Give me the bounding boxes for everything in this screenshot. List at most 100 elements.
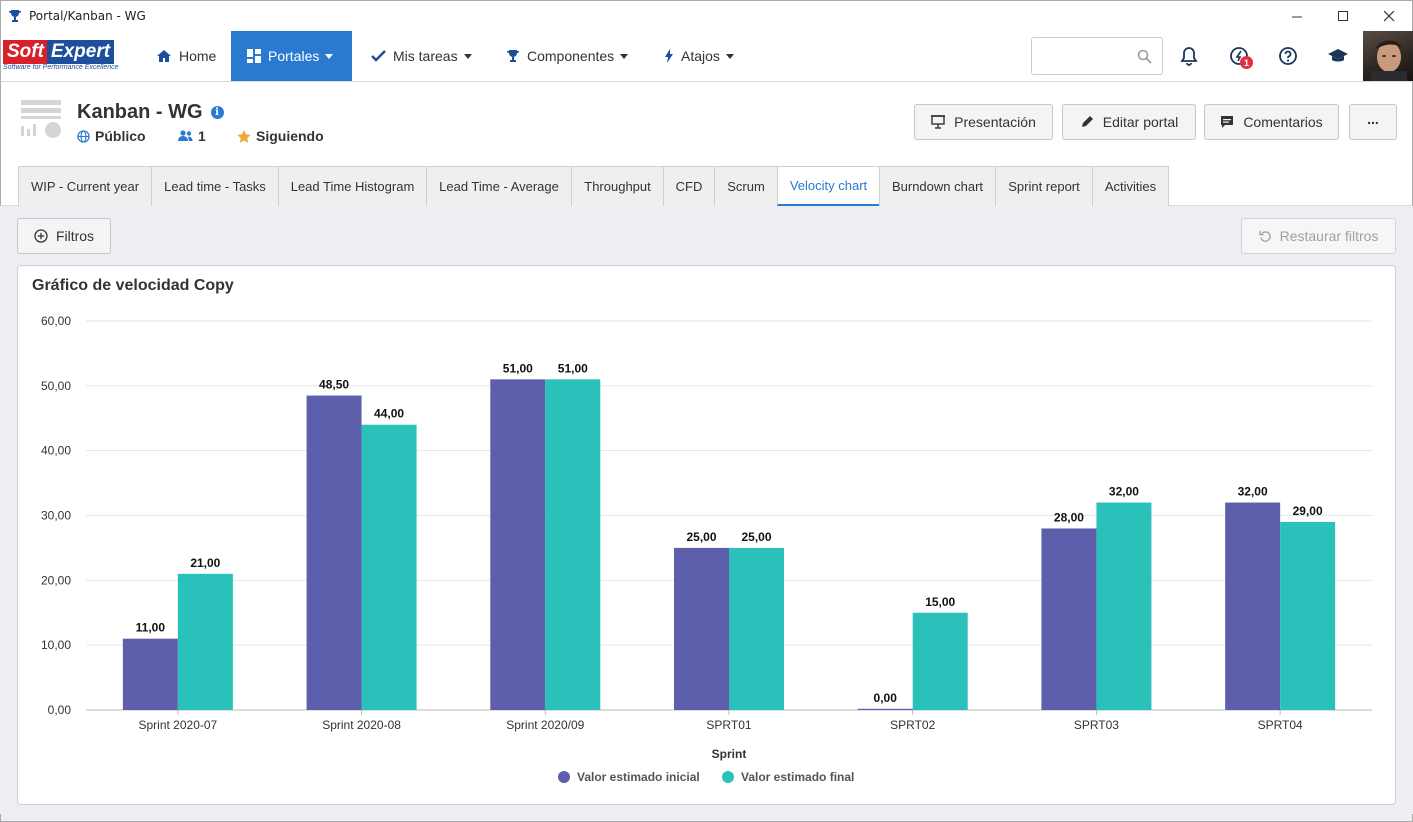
portal-header: Kanban - WG i Público 1 Siguiendo Presen… [0,82,1413,206]
tab-lead-time-histogram[interactable]: Lead Time Histogram [278,166,427,206]
pencil-icon [1080,115,1094,129]
x-tick-label: SPRT02 [890,718,935,732]
top-navigation-bar: Soft Expert Software for Performance Exc… [0,31,1413,82]
nav-item-portales[interactable]: Portales [231,31,352,81]
bar [1041,528,1097,710]
follow-status[interactable]: Siguiendo [237,128,324,144]
presentation-icon [931,115,946,129]
tab-label: Lead Time - Average [439,179,559,194]
plus-circle-icon [34,229,48,243]
presentation-button[interactable]: Presentación [914,104,1053,140]
search-icon [1137,49,1152,69]
data-label: 21,00 [190,556,220,570]
x-tick-label: Sprint 2020-07 [138,718,217,732]
tab-label: Activities [1104,179,1157,194]
bell-icon [1180,47,1198,66]
logo-text-soft: Soft [3,40,47,64]
undo-icon [1258,230,1272,243]
tab-activities[interactable]: Activities [1092,166,1169,206]
data-label: 25,00 [686,530,716,544]
tab-lead-time-average[interactable]: Lead Time - Average [426,166,572,206]
minimize-button[interactable] [1274,1,1320,32]
follow-status-label: Siguiendo [256,128,324,144]
tab-burndown-chart[interactable]: Burndown chart [879,166,996,206]
restore-filters-button[interactable]: Restaurar filtros [1241,218,1396,254]
velocity-chart-card: Gráfico de velocidad Copy 0,00 10,00 20,00… [17,265,1396,805]
bar [1225,502,1281,710]
visibility-label: Público [95,128,146,144]
more-options-button[interactable]: ... [1349,104,1397,140]
portal-title-text: Kanban - WG [77,101,203,123]
bar [490,379,546,710]
tab-velocity-chart[interactable]: Velocity chart [777,166,880,206]
x-axis-title: Sprint [712,747,747,761]
y-tick-label: 0,00 [48,703,72,717]
trophy-icon [506,49,520,63]
nav-item-atajos[interactable]: Atajos [664,31,734,81]
notifications-button[interactable] [1177,44,1201,68]
page-title: Kanban - WG i [77,101,224,124]
data-label: 29,00 [1293,504,1323,518]
tab-label: Lead Time Histogram [290,179,415,194]
notification-badge: 1 [1240,56,1253,69]
comment-icon [1220,115,1234,129]
nav-item-mis-tareas[interactable]: Mis tareas [371,31,472,81]
globe-icon [77,129,90,143]
window-title: Portal/Kanban - WG [29,9,146,23]
tab-sprint-report[interactable]: Sprint report [995,166,1093,206]
nav-item-label: Componentes [527,48,615,64]
window-bottom-edge [0,814,1413,822]
nav-item-home[interactable]: Home [156,31,216,81]
members-count[interactable]: 1 [178,128,206,144]
search-input[interactable] [1040,38,1140,74]
users-icon [178,130,193,142]
x-tick-label: SPRT04 [1258,718,1303,732]
bar [1280,521,1336,710]
logo-text-expert: Expert [46,40,115,64]
help-button[interactable] [1276,44,1300,68]
bar [545,379,601,710]
tab-cfd[interactable]: CFD [663,166,715,206]
tab-label: CFD [675,179,703,194]
learning-button[interactable] [1326,44,1350,68]
user-avatar[interactable] [1363,31,1413,81]
comments-button[interactable]: Comentarios [1204,104,1339,140]
filters-button-label: Filtros [55,228,95,244]
workflow-alerts-button[interactable]: 1 [1227,44,1253,69]
data-label: 51,00 [558,361,588,375]
nav-item-componentes[interactable]: Componentes [506,31,629,81]
y-tick-label: 50,00 [41,379,71,393]
filters-button[interactable]: Filtros [17,218,111,254]
data-label: 25,00 [741,530,771,544]
search-field[interactable] [1031,37,1163,75]
bar [674,547,729,710]
comments-button-label: Comentarios [1243,114,1323,130]
bar [1096,502,1152,710]
chevron-down-icon [463,53,472,59]
bar [306,395,362,710]
data-label: 32,00 [1238,485,1268,499]
tab-wip-current-year[interactable]: WIP - Current year [18,166,152,206]
close-window-button[interactable] [1366,1,1412,32]
maximize-button[interactable] [1320,1,1366,32]
window-title-bar: Portal/Kanban - WG [0,0,1413,31]
close-icon [1383,11,1394,22]
tab-throughput[interactable]: Throughput [571,166,664,206]
tab-label: Lead time - Tasks [164,179,266,194]
bar [729,547,784,710]
edit-portal-button[interactable]: Editar portal [1062,104,1196,140]
softexpert-logo[interactable]: Soft Expert Software for Performance Exc… [3,40,131,74]
tab-label: Velocity chart [789,178,868,193]
legend-marker [558,771,570,783]
presentation-button-label: Presentación [954,114,1036,130]
logo-tagline: Software for Performance Excellence [3,64,119,71]
tab-scrum[interactable]: Scrum [714,166,778,206]
data-label: 0,00 [874,691,898,705]
info-icon[interactable]: i [210,106,224,119]
tab-lead-time-tasks[interactable]: Lead time - Tasks [151,166,279,206]
nav-item-label: Portales [268,48,320,64]
home-icon [156,49,172,63]
check-icon [371,50,386,62]
data-label: 51,00 [503,361,533,375]
legend-marker [722,771,734,783]
